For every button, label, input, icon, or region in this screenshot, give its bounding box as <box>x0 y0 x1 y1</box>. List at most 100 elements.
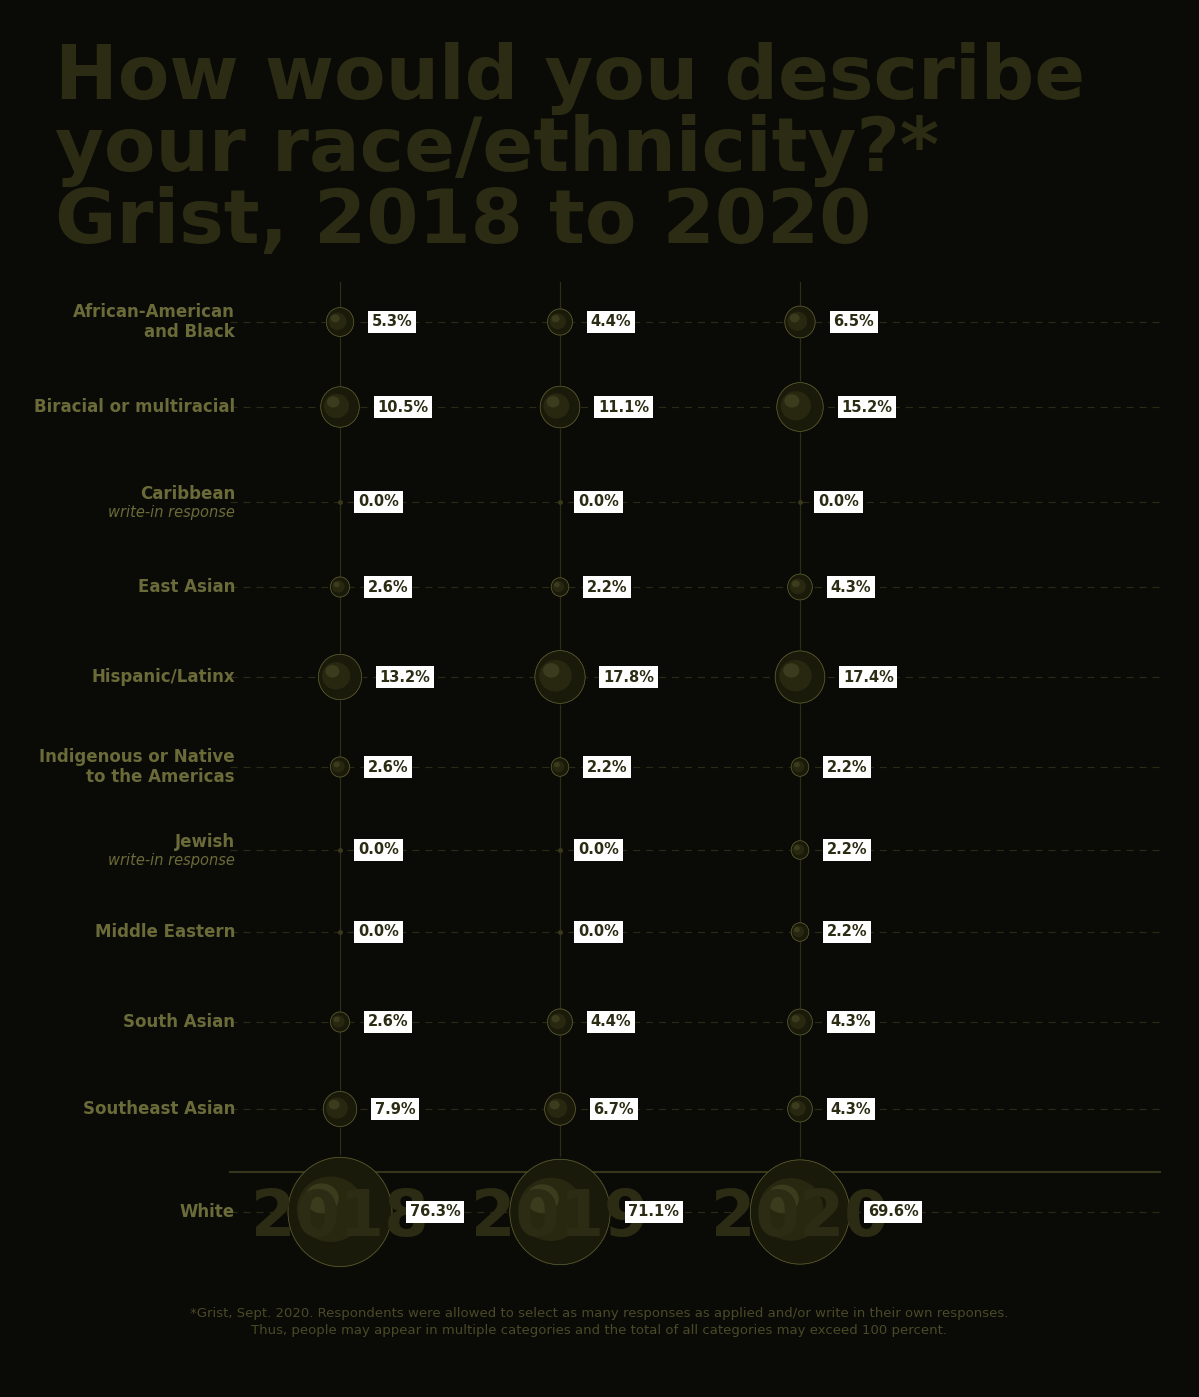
Ellipse shape <box>305 1183 338 1214</box>
Ellipse shape <box>544 1092 577 1126</box>
Text: Jewish: Jewish <box>175 833 235 851</box>
Text: your race/ethnicity?*: your race/ethnicity?* <box>55 115 939 187</box>
Ellipse shape <box>791 923 809 942</box>
Ellipse shape <box>777 383 824 432</box>
Text: 0.0%: 0.0% <box>578 495 619 510</box>
Ellipse shape <box>548 309 572 335</box>
Text: White: White <box>180 1203 235 1221</box>
Ellipse shape <box>326 1098 348 1119</box>
Ellipse shape <box>791 1102 800 1109</box>
Text: Middle Eastern: Middle Eastern <box>95 923 235 942</box>
Text: 5.3%: 5.3% <box>372 314 412 330</box>
Text: 71.1%: 71.1% <box>628 1204 679 1220</box>
Ellipse shape <box>776 651 825 703</box>
Ellipse shape <box>791 841 809 859</box>
Ellipse shape <box>547 309 573 335</box>
Text: 2.6%: 2.6% <box>368 1014 408 1030</box>
Text: Caribbean: Caribbean <box>140 485 235 503</box>
Ellipse shape <box>553 581 565 592</box>
Ellipse shape <box>535 651 585 703</box>
Ellipse shape <box>773 650 826 704</box>
Ellipse shape <box>331 577 350 597</box>
Ellipse shape <box>285 1155 394 1270</box>
Ellipse shape <box>323 662 350 690</box>
Ellipse shape <box>550 757 570 777</box>
Ellipse shape <box>794 845 800 851</box>
Ellipse shape <box>329 313 347 330</box>
Ellipse shape <box>331 314 339 323</box>
Ellipse shape <box>548 1009 572 1035</box>
Ellipse shape <box>324 1091 357 1126</box>
Ellipse shape <box>549 1013 566 1030</box>
Text: Grist, 2018 to 2020: Grist, 2018 to 2020 <box>55 186 872 258</box>
Ellipse shape <box>540 659 572 692</box>
Ellipse shape <box>552 1016 560 1023</box>
Ellipse shape <box>543 664 560 678</box>
Ellipse shape <box>318 654 363 701</box>
Ellipse shape <box>781 391 811 420</box>
Ellipse shape <box>332 580 344 592</box>
Ellipse shape <box>297 1176 364 1242</box>
Ellipse shape <box>549 1101 560 1109</box>
Text: 4.3%: 4.3% <box>831 580 870 595</box>
Ellipse shape <box>330 756 350 778</box>
Text: 6.7%: 6.7% <box>594 1101 634 1116</box>
Ellipse shape <box>776 381 825 433</box>
Text: 2.2%: 2.2% <box>586 760 627 774</box>
Text: 10.5%: 10.5% <box>378 400 428 415</box>
Text: 11.1%: 11.1% <box>598 400 649 415</box>
Ellipse shape <box>787 573 813 601</box>
Text: Indigenous or Native
to the Americas: Indigenous or Native to the Americas <box>40 747 235 787</box>
Text: How would you describe: How would you describe <box>55 42 1085 115</box>
Ellipse shape <box>319 654 362 700</box>
Text: 4.4%: 4.4% <box>590 314 631 330</box>
Ellipse shape <box>552 757 568 777</box>
Ellipse shape <box>333 761 339 767</box>
Ellipse shape <box>320 386 360 429</box>
Ellipse shape <box>784 306 817 338</box>
Text: 2018: 2018 <box>251 1187 429 1249</box>
Ellipse shape <box>507 1157 613 1267</box>
Ellipse shape <box>779 659 812 692</box>
Ellipse shape <box>288 1157 392 1267</box>
Text: 0.0%: 0.0% <box>578 842 619 858</box>
Ellipse shape <box>326 307 354 337</box>
Text: 2019: 2019 <box>471 1187 649 1249</box>
Text: 17.4%: 17.4% <box>843 669 893 685</box>
Ellipse shape <box>544 1092 576 1125</box>
Ellipse shape <box>788 574 813 599</box>
Ellipse shape <box>526 1185 559 1214</box>
Ellipse shape <box>790 1101 806 1116</box>
Text: 0.0%: 0.0% <box>818 495 858 510</box>
Ellipse shape <box>554 763 560 767</box>
Ellipse shape <box>552 578 568 597</box>
Ellipse shape <box>791 1016 800 1023</box>
Text: Hispanic/Latinx: Hispanic/Latinx <box>91 668 235 686</box>
Text: 0.0%: 0.0% <box>578 925 619 940</box>
Ellipse shape <box>330 577 350 598</box>
Ellipse shape <box>790 1014 806 1030</box>
Ellipse shape <box>333 581 339 587</box>
Text: Southeast Asian: Southeast Asian <box>83 1099 235 1118</box>
Ellipse shape <box>793 844 805 855</box>
Ellipse shape <box>766 1185 799 1214</box>
Text: 2.6%: 2.6% <box>368 580 408 595</box>
Text: *Grist, Sept. 2020. Respondents were allowed to select as many responses as appl: *Grist, Sept. 2020. Respondents were all… <box>189 1308 1008 1320</box>
Text: African-American
and Black: African-American and Black <box>73 303 235 341</box>
Text: 6.5%: 6.5% <box>833 314 874 330</box>
Ellipse shape <box>327 397 339 408</box>
Ellipse shape <box>751 1160 850 1264</box>
Text: 13.2%: 13.2% <box>380 669 430 685</box>
Text: 2.2%: 2.2% <box>827 760 867 774</box>
Text: 4.3%: 4.3% <box>831 1014 870 1030</box>
Ellipse shape <box>787 1009 813 1035</box>
Ellipse shape <box>793 761 805 773</box>
Text: 15.2%: 15.2% <box>842 400 892 415</box>
Ellipse shape <box>553 761 565 773</box>
Ellipse shape <box>783 664 800 678</box>
Ellipse shape <box>790 840 809 859</box>
Ellipse shape <box>320 387 360 427</box>
Ellipse shape <box>325 665 339 678</box>
Ellipse shape <box>790 922 809 942</box>
Text: 2.6%: 2.6% <box>368 760 408 774</box>
